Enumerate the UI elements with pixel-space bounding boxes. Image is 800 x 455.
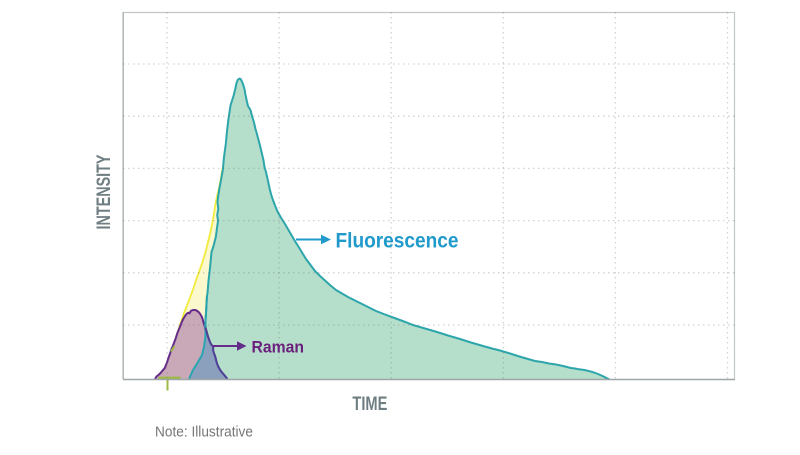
svg-text:Note: Illustrative: Note: Illustrative	[155, 425, 253, 441]
svg-text:Raman: Raman	[252, 339, 305, 357]
svg-text:Fluorescence: Fluorescence	[336, 230, 459, 253]
svg-text:INTENSITY: INTENSITY	[93, 155, 115, 230]
svg-text:TIME: TIME	[352, 393, 387, 415]
